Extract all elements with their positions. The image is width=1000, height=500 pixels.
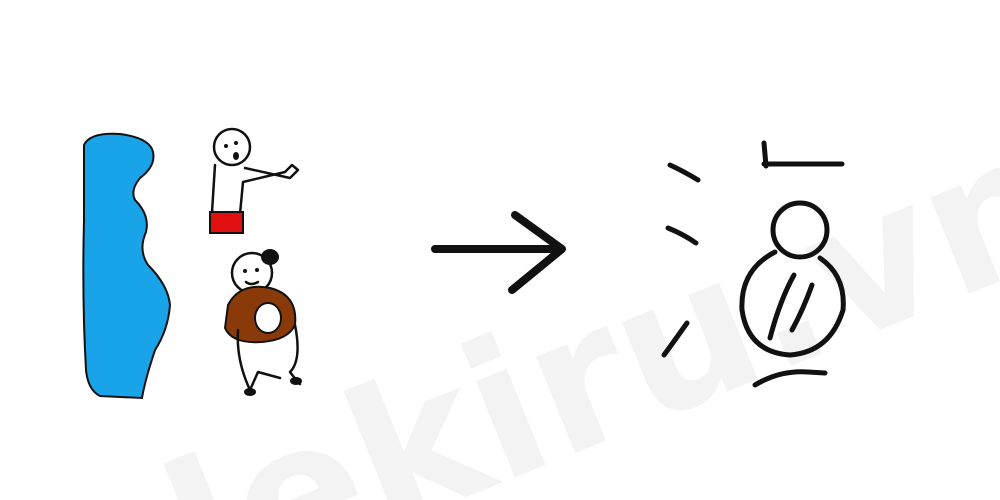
kanji (661, 140, 846, 388)
water (82, 132, 172, 400)
mother (223, 249, 302, 396)
watermark: dekiru.vn (71, 86, 1000, 500)
man (209, 127, 300, 234)
arrow (431, 211, 566, 294)
